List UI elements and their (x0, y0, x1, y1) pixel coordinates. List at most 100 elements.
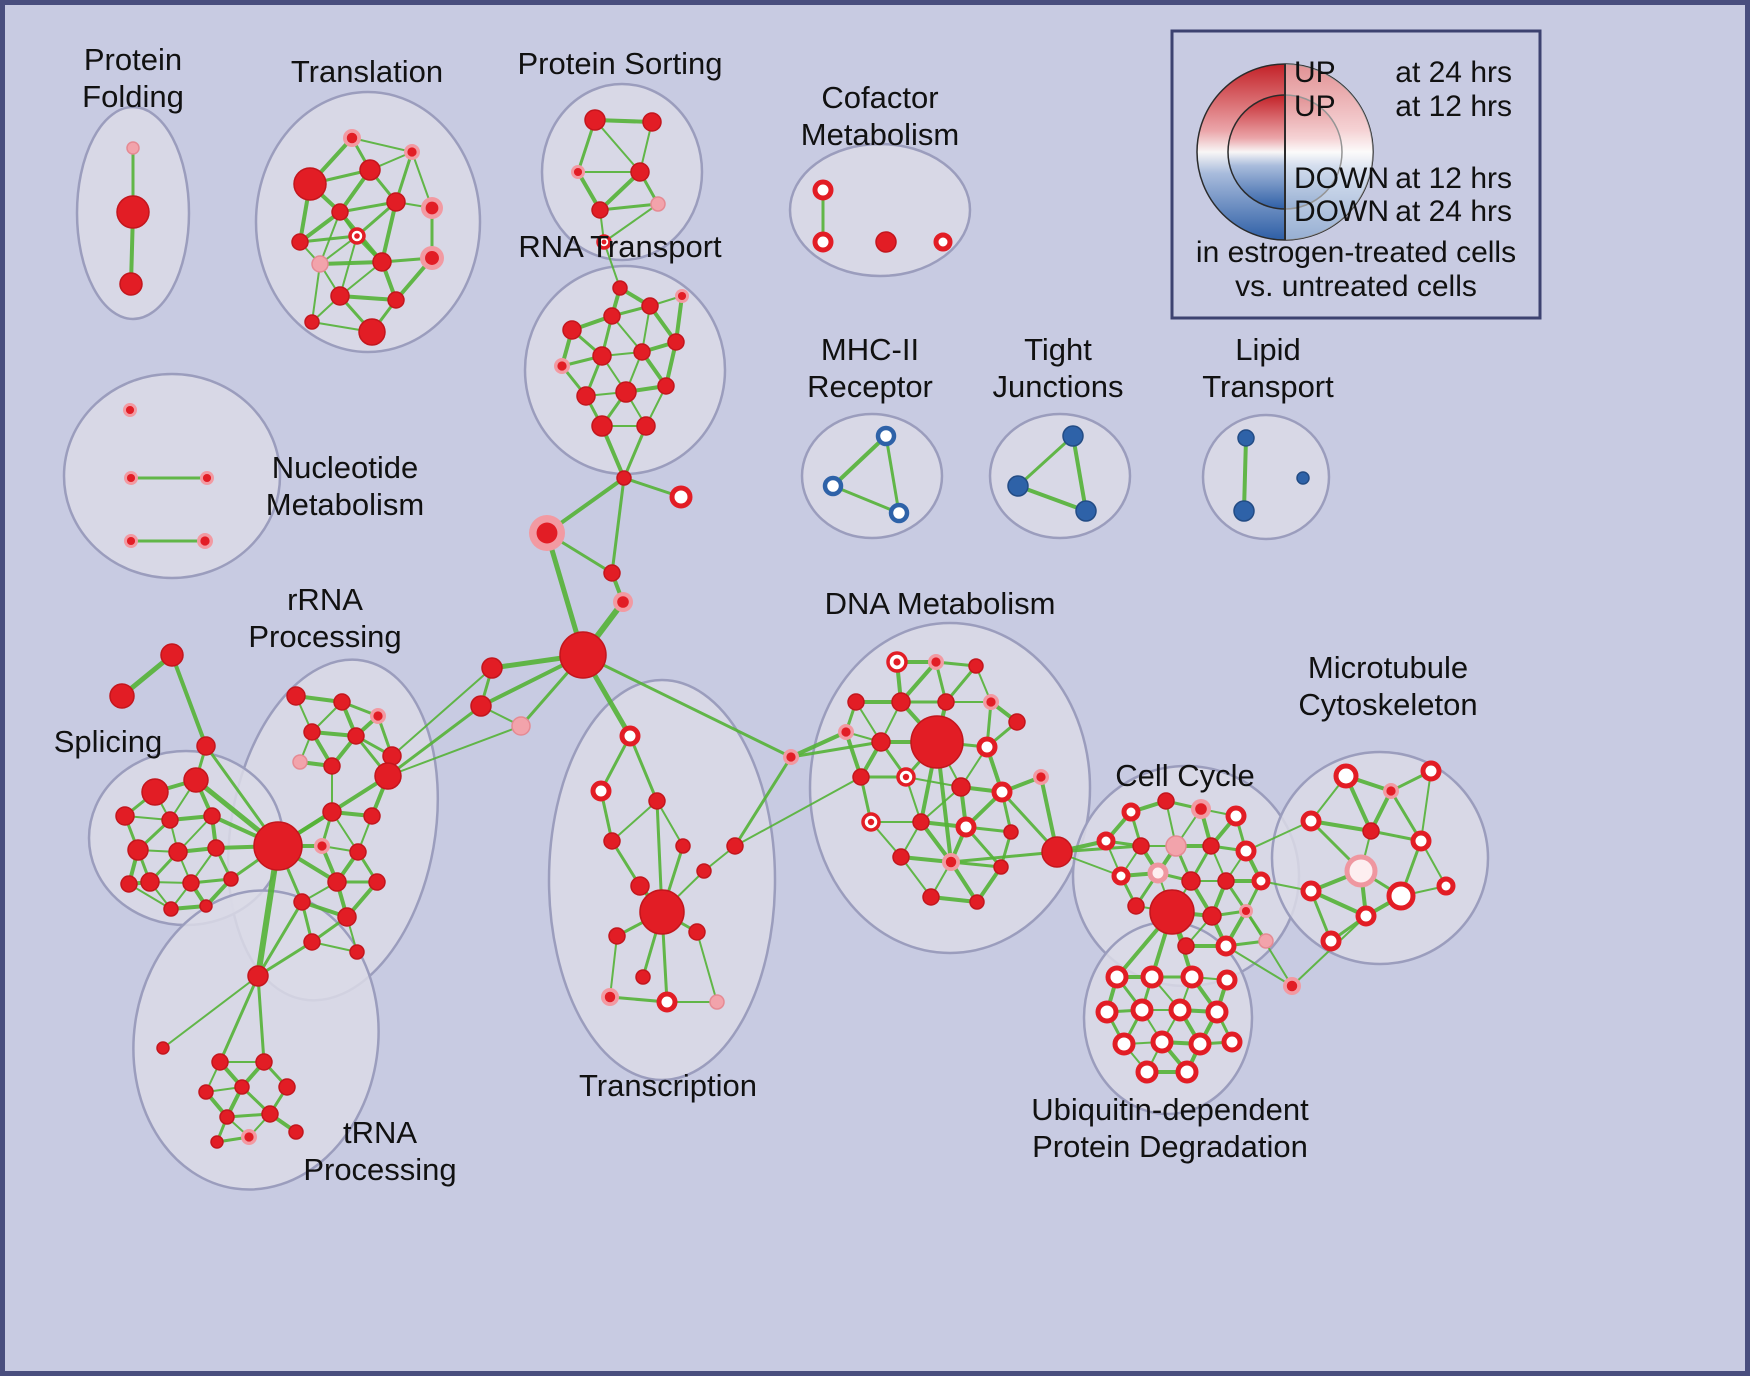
network-node-core (1386, 786, 1396, 796)
network-node-dm21 (892, 848, 910, 866)
cluster-ellipse-dna-metabolism (808, 621, 1092, 955)
cluster-label-rrna-processing-line2: Processing (248, 619, 401, 654)
network-edge (256, 900, 304, 978)
network-edge (387, 725, 522, 777)
cluster-ellipse-nucleotide-metabolism (62, 372, 282, 580)
network-node-ub3 (1180, 965, 1204, 989)
cluster-label-nucleotide-metabolism-line2: Metabolism (266, 487, 425, 522)
network-node-tc7 (639, 889, 685, 935)
network-node-core (407, 147, 417, 157)
network-node-tr14 (387, 291, 405, 309)
network-edge (734, 776, 862, 847)
network-edge (611, 800, 658, 842)
network-edge (610, 476, 626, 575)
network-node-rt2 (603, 307, 621, 325)
cluster-ellipse-trna-processing (132, 889, 380, 1191)
network-edge (733, 755, 793, 848)
network-node-sp8 (207, 839, 225, 857)
network-node-tc10 (635, 969, 651, 985)
network-node-ub4 (1216, 969, 1238, 991)
cluster-label-ubiquitin-degradation-line1: Ubiquitin-dependent (1031, 1092, 1309, 1127)
network-node-sp12 (223, 871, 239, 887)
network-node-core (244, 1132, 254, 1142)
network-node-rt10 (615, 381, 637, 403)
network-node-tr16 (304, 314, 320, 330)
network-node-ps6 (650, 196, 666, 212)
network-node-cc9 (1235, 840, 1257, 862)
network-node-dm8 (1008, 713, 1026, 731)
cluster-label-mhc-ii-receptor-line1: MHC-II (821, 332, 919, 367)
network-node-ch1 (616, 470, 632, 486)
network-node-dot (867, 818, 875, 826)
network-edge (1016, 484, 1088, 513)
network-node-core (604, 991, 616, 1003)
network-node-cc5 (1096, 831, 1116, 851)
network-node-rr15 (368, 873, 386, 891)
network-node-ps1 (584, 109, 606, 131)
network-node-sp6 (127, 839, 149, 861)
network-node-rr14 (327, 872, 347, 892)
network-edge (628, 734, 659, 803)
cluster-label-cell-cycle-line1: Cell Cycle (1115, 758, 1255, 793)
network-edge (609, 935, 618, 998)
cluster-label-cofactor-metabolism-line2: Metabolism (801, 117, 960, 152)
network-node-cc8 (1202, 837, 1220, 855)
network-node-dm18 (912, 813, 930, 831)
cluster-label-protein-folding-line1: Protein (84, 42, 182, 77)
network-node-dot (893, 658, 901, 666)
network-node-tr15 (358, 318, 386, 346)
network-node-ub12 (1221, 1031, 1243, 1053)
network-node-core (786, 752, 796, 762)
network-node-rr5 (347, 727, 365, 745)
network-node-cc14 (1251, 871, 1271, 891)
network-edge (298, 234, 359, 244)
cluster-label-microtubule-cytoskeleton-line2: Cytoskeleton (1298, 687, 1477, 722)
network-node-pf3 (119, 272, 143, 296)
network-node-sp1 (141, 778, 169, 806)
network-node-core (1286, 980, 1298, 992)
network-node-tr5 (331, 203, 349, 221)
network-edge (1225, 945, 1293, 987)
network-node-tn7 (198, 1084, 214, 1100)
network-node-dm13 (852, 768, 870, 786)
network-node-mc1 (1333, 763, 1359, 789)
network-node-ub5 (1095, 1000, 1119, 1024)
network-node-core (617, 596, 629, 608)
network-node-rt6 (592, 346, 612, 366)
network-node-ps5 (591, 201, 609, 219)
network-node-rr4 (303, 723, 321, 741)
network-edge (789, 730, 848, 759)
network-node-core (425, 251, 439, 265)
network-node-tc8 (608, 927, 626, 945)
network-node-rt7 (633, 343, 651, 361)
network-edge (170, 653, 208, 748)
cluster-label-cofactor-metabolism-line1: Cofactor (821, 80, 938, 115)
network-node-core (425, 201, 439, 215)
network-edge (380, 200, 398, 264)
network-node-core (346, 132, 358, 144)
cluster-label-transcription-line1: Transcription (579, 1068, 757, 1103)
network-edge (351, 137, 413, 153)
network-node-tr10 (311, 255, 329, 273)
legend-caption-line2: vs. untreated cells (1235, 270, 1477, 303)
network-node-sp7 (168, 842, 188, 862)
network-node-mc4 (1300, 810, 1322, 832)
network-node-core (841, 727, 851, 737)
network-node-tj2 (1007, 475, 1029, 497)
network-node-core (126, 473, 136, 483)
network-node-tj1 (1062, 425, 1084, 447)
network-node-dot (601, 239, 607, 245)
cluster-ellipse-lipid-transport (1201, 413, 1331, 541)
network-edge (218, 974, 260, 1064)
network-node-core (945, 856, 957, 868)
network-node-rr2 (333, 693, 351, 711)
legend-time-1: at 12 hrs (1395, 90, 1512, 123)
cluster-ellipse-tight-junctions (988, 412, 1132, 540)
network-edge (1242, 436, 1248, 513)
network-node-rr9 (374, 762, 402, 790)
network-node-dm19 (955, 816, 977, 838)
network-node-tc11 (696, 863, 712, 879)
